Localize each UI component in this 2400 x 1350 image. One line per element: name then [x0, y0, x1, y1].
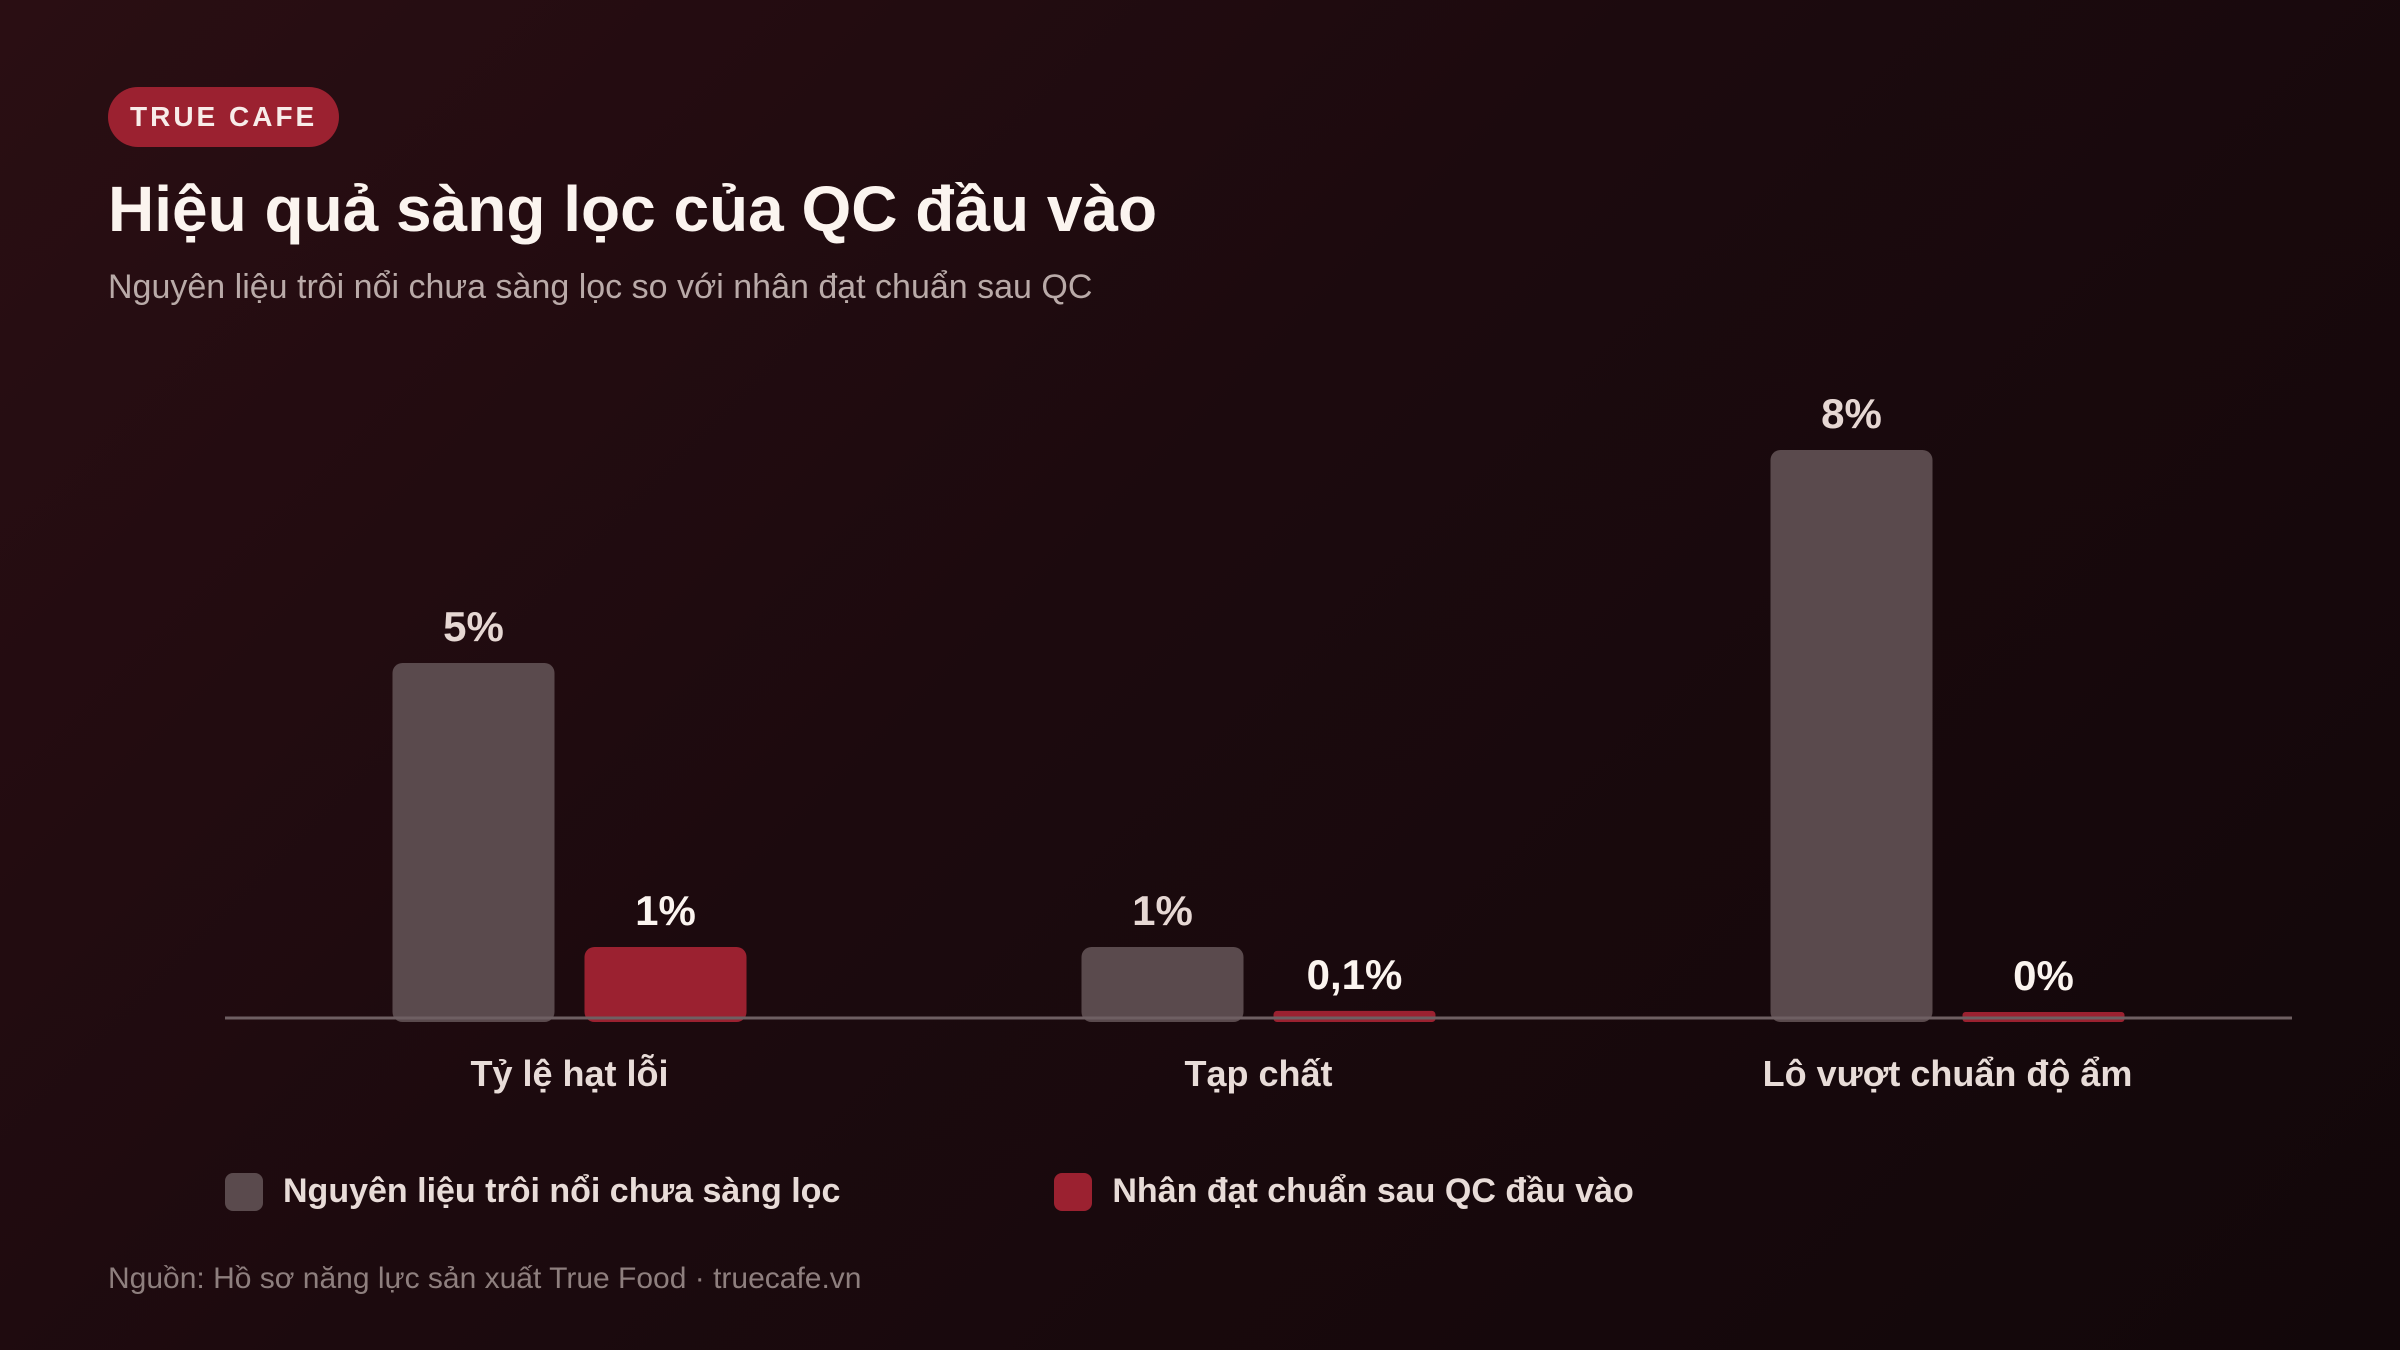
bar-tap-chat-series-1 [1273, 1010, 1436, 1022]
data-label-ty-le-hat-loi-series-1: 1% [635, 887, 696, 934]
data-label-ty-le-hat-loi-series-0: 5% [443, 603, 504, 650]
bar-tap-chat-series-0 [1081, 947, 1244, 1022]
legend-label-unscreened: Nguyên liệu trôi nổi chưa sàng lọc [283, 1172, 841, 1210]
data-label-tap-chat-series-0: 1% [1132, 887, 1193, 934]
brand-badge: TRUE CAFE [108, 87, 340, 147]
bar-lo-vuot-chuan-do-am-series-0 [1770, 450, 1933, 1022]
category-label-lo-vuot-chuan-do-am: Lô vượt chuẩn độ ẩm [1763, 1053, 2133, 1094]
bar-chart: 5% 1% Tỷ lệ hạt lỗi 1% 0,1% Tạp chất 8% 0% Lô vư… [225, 390, 2292, 1094]
chart-title: Hiệu quả sàng lọc của QC đầu vào [108, 173, 1158, 245]
source-note: Nguồn: Hồ sơ năng lực sản xuất True Food… [108, 1262, 862, 1295]
data-label-lo-vuot-chuan-do-am-series-0: 8% [1821, 390, 1882, 437]
bar-ty-le-hat-loi-series-0 [392, 663, 555, 1022]
data-label-lo-vuot-chuan-do-am-series-1: 0% [2013, 952, 2074, 999]
legend-swatch-qc [1054, 1172, 1093, 1211]
bar-ty-le-hat-loi-series-1 [584, 947, 747, 1022]
category-label-ty-le-hat-loi: Tỷ lệ hạt lỗi [470, 1053, 668, 1094]
data-label-tap-chat-series-1: 0,1% [1307, 951, 1403, 998]
legend-item-unscreened: Nguyên liệu trôi nổi chưa sàng lọc [225, 1172, 840, 1211]
chart-subtitle: Nguyên liệu trôi nổi chưa sàng lọc so vớ… [108, 268, 1093, 306]
legend-item-qc: Nhân đạt chuẩn sau QC đầu vào [1054, 1172, 1634, 1211]
chart-legend: Nguyên liệu trôi nổi chưa sàng lọc Nhân … [225, 1172, 1848, 1211]
category-label-tap-chat: Tạp chất [1184, 1053, 1332, 1094]
brand-badge-label: TRUE CAFE [130, 101, 318, 132]
legend-swatch-unscreened [225, 1172, 263, 1211]
legend-label-qc: Nhân đạt chuẩn sau QC đầu vào [1112, 1172, 1634, 1210]
